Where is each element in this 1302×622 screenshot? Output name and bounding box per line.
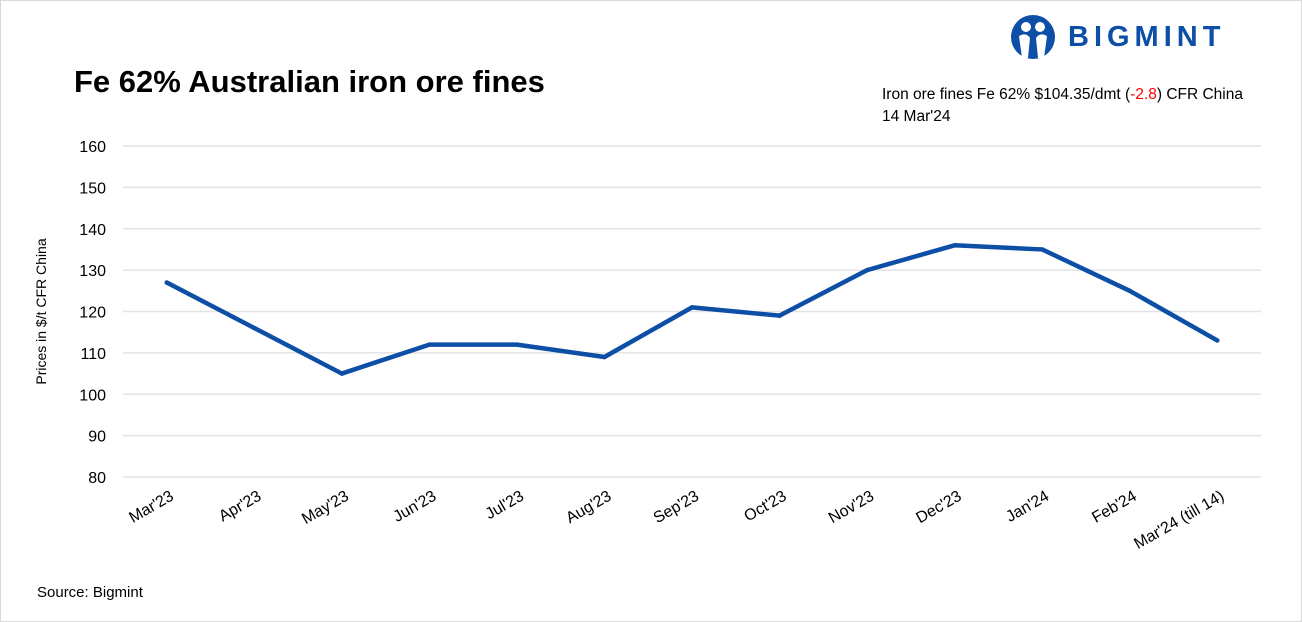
note-prefix: Iron ore fines Fe 62% $104.35/dmt ( (882, 86, 1131, 103)
chart-title: Fe 62% Australian iron ore fines (74, 64, 545, 99)
x-tick-label: Jan'24 (1003, 488, 1052, 526)
x-tick-label: Oct'23 (741, 488, 789, 526)
logo-text: BIGMINT (1068, 20, 1226, 53)
price-note: Iron ore fines Fe 62% $104.35/dmt (-2.8)… (882, 84, 1262, 128)
x-tick-label: Mar'24 (till 14) (1131, 488, 1227, 553)
data-point (514, 342, 520, 347)
y-tick-label: 100 (79, 387, 106, 404)
x-tick-label: Nov'23 (826, 488, 877, 527)
data-point (427, 342, 432, 347)
data-point (689, 305, 695, 310)
data-point (864, 267, 870, 273)
y-tick-label: 90 (88, 429, 106, 446)
data-point (602, 354, 607, 360)
y-tick-label: 150 (79, 180, 106, 197)
y-tick-label: 120 (79, 305, 106, 322)
data-point (777, 313, 782, 318)
data-point (952, 243, 957, 248)
x-tick-label: Sep'23 (651, 488, 702, 527)
note-change: -2.8 (1130, 86, 1157, 103)
y-tick-label: 80 (88, 470, 106, 487)
y-tick-label: 160 (79, 139, 106, 156)
data-point (1215, 338, 1220, 343)
source-text: Source: Bigmint (37, 584, 143, 601)
x-tick-label: May'23 (299, 488, 352, 528)
y-tick-label: 130 (79, 263, 106, 280)
x-tick-label: Aug'23 (563, 488, 614, 527)
x-tick-label: Feb'24 (1089, 488, 1140, 527)
y-tick-label: 110 (80, 346, 106, 363)
x-tick-label: Dec'23 (913, 488, 964, 527)
x-tick-label: Apr'23 (216, 488, 264, 526)
data-point (1127, 288, 1132, 294)
x-tick-label: Jul'23 (483, 488, 527, 523)
y-axis-label: Prices in $/t CFR China (33, 238, 49, 384)
data-point (164, 280, 169, 285)
data-point (339, 371, 345, 376)
bigmint-logo: BIGMINT (1010, 14, 1225, 60)
x-tick-label: Jun'23 (390, 488, 439, 526)
x-tick-label: Mar'23 (126, 488, 177, 527)
people-logo-icon (1011, 15, 1055, 59)
data-point (1039, 247, 1045, 252)
note-suffix: ) CFR China 14 Mar'24 (882, 86, 1243, 125)
data-point (252, 325, 257, 331)
y-tick-label: 140 (79, 222, 106, 239)
